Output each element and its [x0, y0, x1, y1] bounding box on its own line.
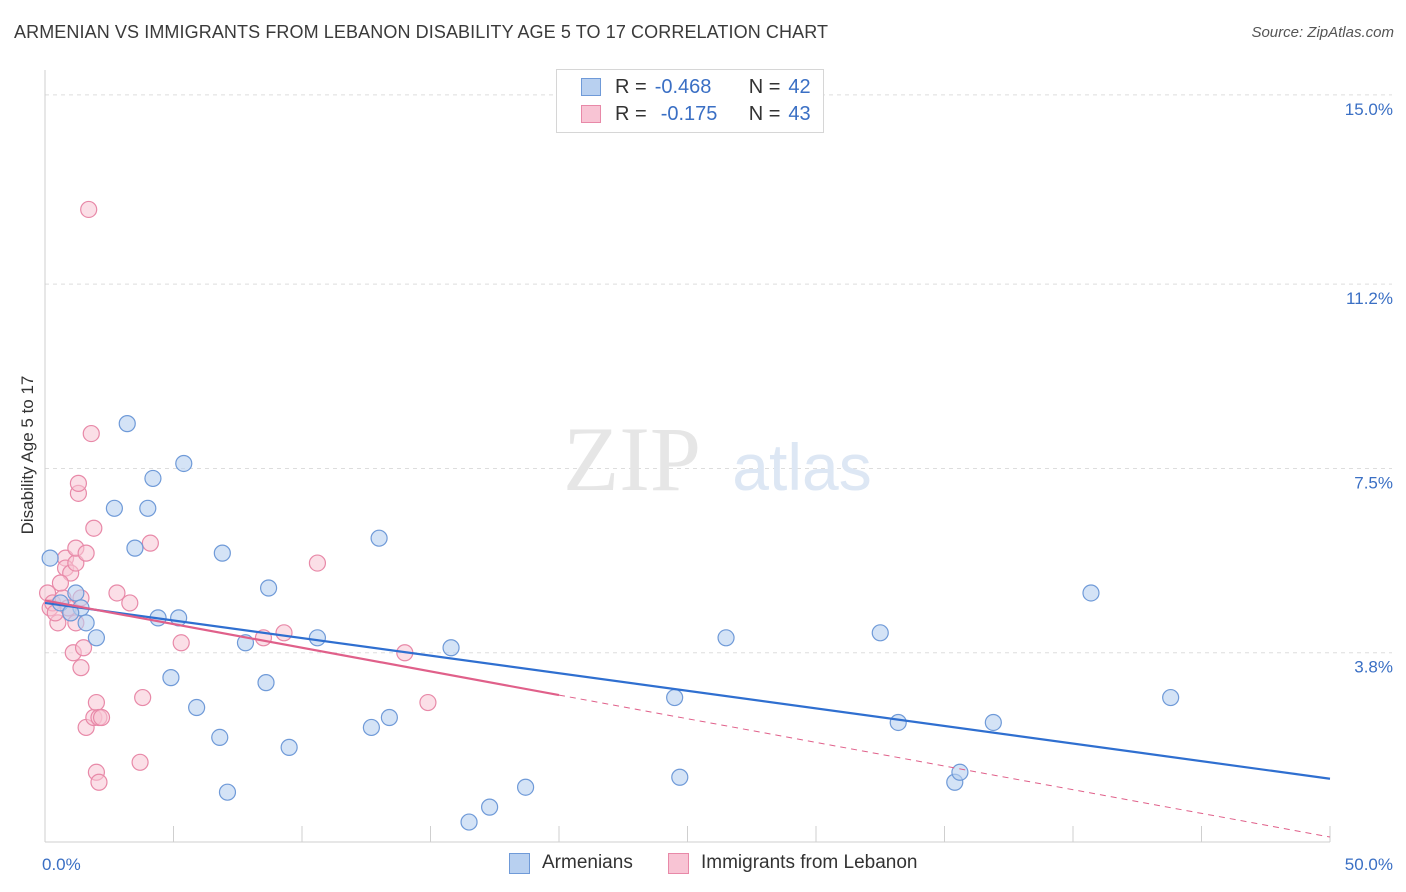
- point-lebanon: [92, 708, 111, 727]
- point-armenians: [1162, 688, 1180, 707]
- point-lebanon: [108, 584, 126, 602]
- point-armenians: [516, 778, 535, 796]
- bottom-legend-label-armenians: Armenians: [542, 852, 633, 873]
- point-lebanon: [134, 688, 152, 707]
- point-armenians: [671, 768, 689, 786]
- point-lebanon: [172, 634, 190, 652]
- point-armenians: [481, 798, 499, 816]
- point-armenians: [460, 813, 478, 831]
- point-armenians: [175, 454, 193, 473]
- point-lebanon: [69, 474, 88, 492]
- watermark: ZIP atlas: [563, 408, 872, 510]
- point-armenians: [41, 549, 59, 567]
- point-armenians: [889, 713, 907, 732]
- point-lebanon: [275, 624, 293, 642]
- legend-r-value: -0.468: [654, 75, 712, 98]
- point-armenians: [139, 499, 157, 517]
- point-lebanon: [82, 424, 100, 443]
- point-armenians: [259, 579, 278, 597]
- y-tick-label: 3.8%: [1354, 658, 1393, 677]
- point-armenians: [105, 499, 123, 517]
- bottom-legend-lebanon: Immigrants from Lebanon: [668, 852, 918, 874]
- point-lebanon: [131, 753, 149, 771]
- legend-n-value: 43: [788, 102, 811, 125]
- y-tick-label: 7.5%: [1354, 473, 1393, 492]
- legend-r-label: R =: [615, 75, 647, 98]
- legend-r-label: R =: [615, 102, 647, 125]
- bottom-swatch-armenians: [509, 852, 530, 874]
- point-lebanon: [51, 574, 70, 592]
- point-armenians: [213, 544, 231, 562]
- point-lebanon: [80, 200, 98, 219]
- x-tick-label-left: 0.0%: [42, 855, 81, 874]
- point-lebanon: [141, 534, 159, 552]
- point-armenians: [257, 674, 275, 692]
- point-armenians: [118, 415, 136, 433]
- trend-line-armenians: [44, 601, 1331, 780]
- point-armenians: [87, 629, 106, 647]
- point-armenians: [218, 783, 237, 801]
- point-armenians: [370, 529, 388, 547]
- point-armenians: [308, 629, 327, 647]
- bottom-legend-armenians: Armenians: [509, 852, 633, 874]
- point-armenians: [67, 584, 85, 602]
- point-armenians: [362, 718, 380, 737]
- point-armenians: [77, 614, 95, 632]
- point-lebanon: [121, 594, 139, 612]
- bottom-legend-label-lebanon: Immigrants from Lebanon: [701, 852, 918, 873]
- trend-line-lebanon-extension: [558, 694, 1331, 838]
- watermark-atlas: atlas: [732, 430, 871, 504]
- point-lebanon: [87, 693, 106, 712]
- legend-n-label: N =: [748, 75, 781, 98]
- point-armenians: [871, 624, 889, 642]
- point-lebanon: [74, 639, 93, 657]
- point-armenians: [211, 728, 229, 747]
- point-lebanon: [308, 554, 327, 572]
- point-armenians: [126, 539, 144, 557]
- bottom-swatch-lebanon: [668, 852, 689, 874]
- point-lebanon: [419, 693, 437, 712]
- point-armenians: [442, 639, 460, 657]
- legend-n-value: 42: [788, 75, 811, 98]
- chart-title: ARMENIAN VS IMMIGRANTS FROM LEBANON DISA…: [14, 22, 829, 42]
- point-armenians: [1082, 584, 1100, 602]
- point-lebanon: [77, 544, 95, 562]
- point-lebanon: [90, 773, 108, 791]
- x-tick-label-right: 50.0%: [1345, 855, 1393, 874]
- point-armenians: [380, 708, 398, 727]
- legend-n-label: N =: [748, 102, 781, 125]
- point-armenians: [666, 688, 684, 707]
- source-credit: Source: ZipAtlas.com: [1251, 24, 1394, 41]
- y-tick-label: 15.0%: [1345, 100, 1393, 119]
- legend-r-value: -0.175: [660, 102, 718, 125]
- correlation-legend: R = -0.468 N = 42 R = -0.175 N = 43: [556, 69, 824, 133]
- point-lebanon: [85, 519, 103, 537]
- point-armenians: [144, 469, 162, 488]
- y-axis-label: Disability Age 5 to 17: [18, 376, 37, 535]
- watermark-zip: ZIP: [563, 408, 701, 510]
- legend-swatch-armenians: [581, 78, 601, 96]
- point-armenians: [188, 698, 206, 717]
- legend-row-armenians: R = -0.468 N = 42: [557, 74, 811, 100]
- point-lebanon: [72, 659, 90, 677]
- point-armenians: [717, 629, 735, 647]
- point-armenians: [162, 669, 180, 687]
- point-armenians: [984, 713, 1002, 732]
- legend-swatch-lebanon: [581, 105, 601, 123]
- point-armenians: [951, 763, 969, 781]
- y-tick-label: 11.2%: [1346, 289, 1393, 308]
- point-armenians: [280, 738, 298, 756]
- legend-row-lebanon: R = -0.175 N = 43: [557, 101, 811, 127]
- trend-line-lebanon: [44, 599, 560, 697]
